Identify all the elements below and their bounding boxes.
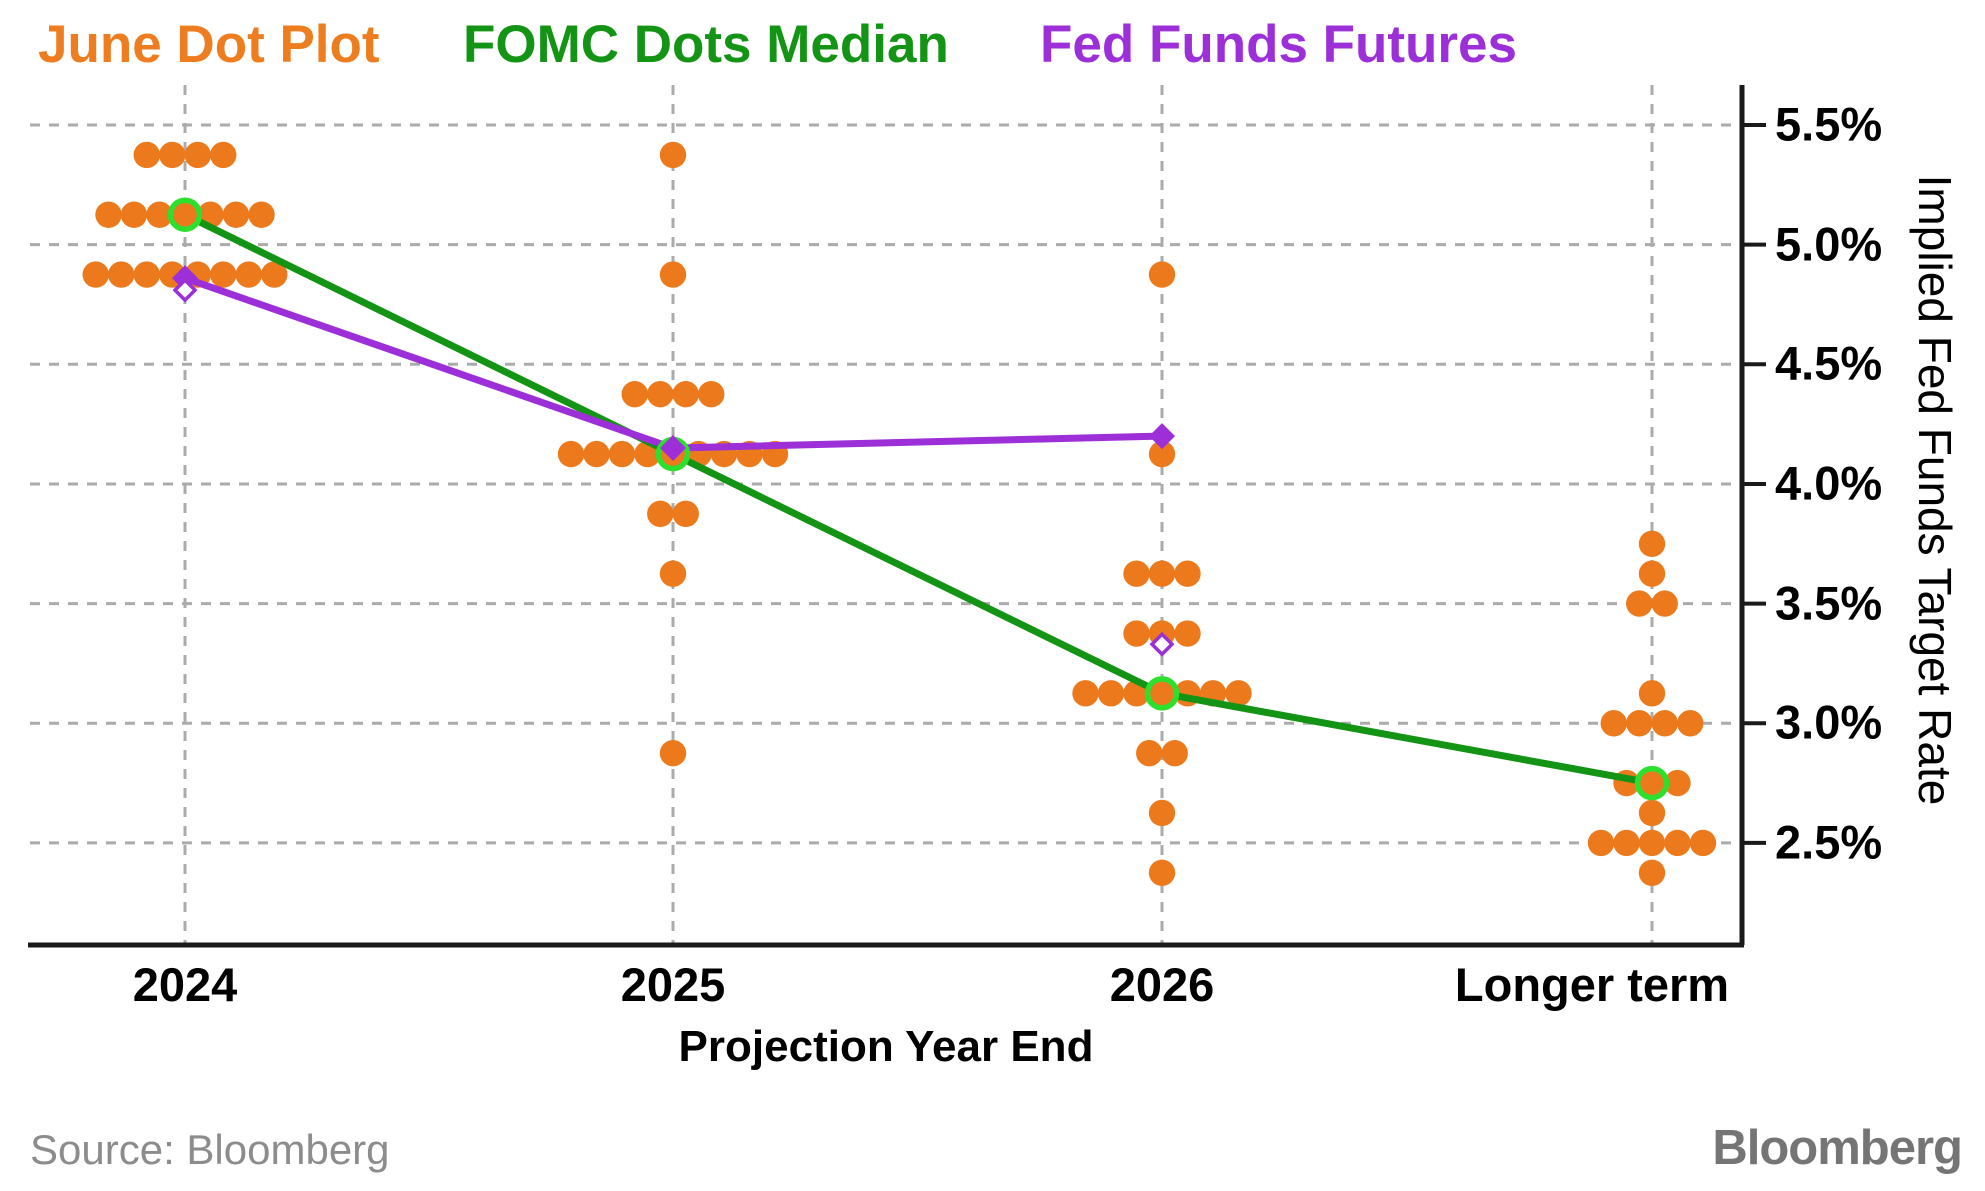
- x-tick-label: Longer term: [1454, 958, 1730, 1011]
- gridlines: [30, 85, 1742, 945]
- x-tick-label: 2024: [132, 958, 238, 1011]
- x-tick-label: 2025: [620, 958, 726, 1011]
- y-tick-label: 5.5%: [1775, 97, 1883, 151]
- fomc-median-markers: [167, 197, 1670, 801]
- y-tick-label: 4.0%: [1775, 456, 1883, 510]
- x-tick-label: 2026: [1109, 958, 1215, 1011]
- bloomberg-logo: Bloomberg: [1712, 1121, 1963, 1175]
- june-dot-plot-dots: [82, 141, 1717, 887]
- y-tick-label: 4.5%: [1775, 336, 1883, 390]
- y-axis-title: Implied Fed Funds Target Rate: [1909, 174, 1961, 806]
- y-tick-label: 3.0%: [1775, 695, 1883, 749]
- y-tick-label: 2.5%: [1775, 815, 1883, 869]
- legend-fomc-dots-median: FOMC Dots Median: [463, 15, 949, 74]
- source-note: Source: Bloomberg: [30, 1126, 390, 1173]
- axes: [28, 85, 1766, 948]
- fomc-median-line: [183, 211, 1653, 787]
- legend-june-dot-plot: June Dot Plot: [38, 15, 380, 74]
- x-axis-title: Projection Year End: [678, 1022, 1094, 1071]
- fed-funds-futures-markers: [172, 265, 1175, 657]
- y-tick-label: 5.0%: [1775, 217, 1883, 271]
- legend-fed-funds-futures: Fed Funds Futures: [1040, 15, 1517, 74]
- y-tick-label: 3.5%: [1775, 575, 1883, 629]
